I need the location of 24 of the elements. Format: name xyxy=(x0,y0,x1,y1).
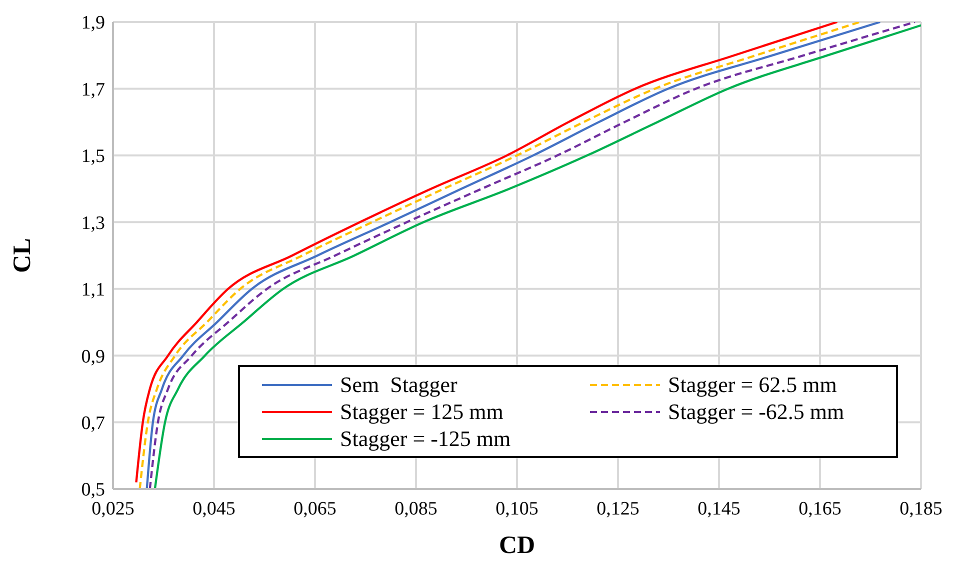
y-tick-label: 1,1 xyxy=(81,280,105,301)
y-tick-label: 0,5 xyxy=(81,480,105,501)
legend-label: Sem Stagger xyxy=(340,371,458,398)
y-axis-title: CL xyxy=(8,238,36,273)
y-tick-label: 1,3 xyxy=(81,212,105,234)
y-tick-label: 1,7 xyxy=(81,79,105,100)
y-tick-label: 0,7 xyxy=(81,413,105,434)
x-tick-label: 0,165 xyxy=(798,498,842,520)
legend-label: Stagger = -62.5 mm xyxy=(668,398,844,425)
y-tick-label: 1,5 xyxy=(81,146,105,168)
x-axis-title: CD xyxy=(498,532,536,559)
legend-label: Stagger = -125 mm xyxy=(340,425,511,452)
x-tick-label: 0,065 xyxy=(294,498,336,520)
x-tick-label: 0,125 xyxy=(596,498,640,520)
y-tick-label: 1,9 xyxy=(81,12,105,34)
x-tick-label: 0,045 xyxy=(192,498,236,520)
x-tick-label: 0,025 xyxy=(92,498,134,520)
y-tick-label: 0,9 xyxy=(81,346,105,368)
x-tick-label: 0,145 xyxy=(698,498,740,520)
x-tick-label: 0,105 xyxy=(496,498,538,520)
legend-label: Stagger = 125 mm xyxy=(340,398,504,425)
x-tick-label: 0,085 xyxy=(394,498,438,520)
legend-label: Stagger = 62.5 mm xyxy=(668,371,837,398)
x-tick-label: 0,185 xyxy=(900,498,942,520)
